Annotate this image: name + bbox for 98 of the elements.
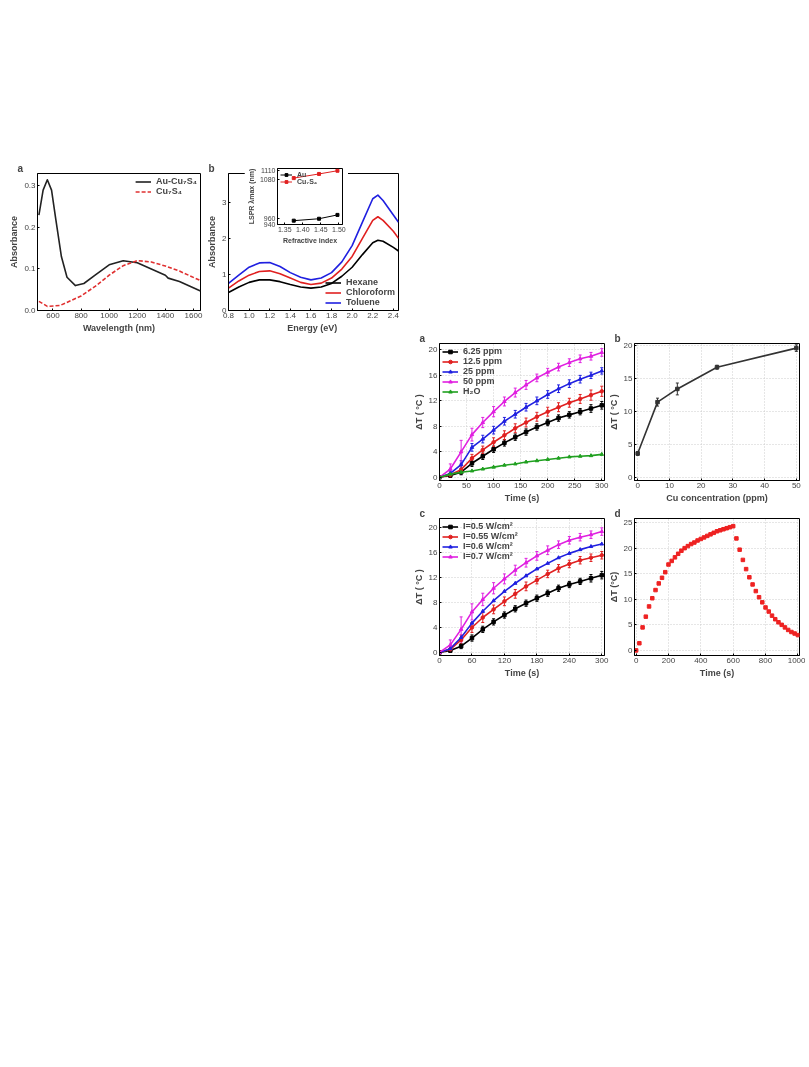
y-tick-label: 12	[428, 396, 439, 406]
text: b	[614, 332, 621, 344]
y-tick-label: 1	[222, 269, 228, 279]
y-tick-label: 20	[428, 345, 439, 355]
legend-label: Hexane	[346, 277, 379, 287]
y-axis-title: ΔT (°C)	[608, 571, 619, 603]
x-tick-label: 0	[635, 480, 641, 490]
x-tick-label: 40	[760, 480, 770, 490]
y-tick-label: 4	[433, 622, 439, 632]
x-axis-title: Time (s)	[504, 492, 540, 503]
x-tick-label: 240	[562, 655, 577, 665]
x-tick-label: 250	[568, 480, 582, 490]
legend-label: 25 ppm	[463, 366, 495, 376]
legend-label: Toluene	[346, 297, 380, 307]
legend-label: H₂O	[463, 386, 482, 396]
legend-label: Chloroform	[346, 287, 395, 297]
legend-label: I=0.55 W/cm²	[463, 531, 518, 541]
x-tick-label: 1000	[100, 310, 119, 320]
x-tick-label: 1600	[184, 310, 203, 320]
x-tick-label: 10	[664, 480, 675, 490]
x-axis-title: Cu concentration (ppm)	[666, 492, 768, 503]
y-tick-label: 0	[433, 647, 439, 657]
y-tick-label: 3	[222, 197, 228, 207]
y-tick-label: 2	[222, 233, 228, 243]
legend-label: Au-Cu₇S₄	[156, 176, 197, 186]
y-tick-label: 0.1	[24, 264, 37, 274]
y-tick-label: 20	[428, 523, 439, 533]
x-tick-label: 150	[513, 480, 528, 490]
y-tick-label: 20	[623, 543, 634, 553]
legend-label: 12.5 ppm	[463, 356, 503, 366]
x-tick-label: 2.0	[346, 310, 359, 320]
y-tick-label: 20	[623, 340, 634, 350]
y-tick-label: 16	[428, 548, 439, 558]
x-tick-label: 1.6	[305, 310, 318, 320]
y-tick-label: 15	[623, 569, 634, 579]
text: a	[17, 162, 24, 174]
text: b	[208, 162, 215, 174]
x-tick-label: 50	[791, 480, 802, 490]
x-tick-label: 60	[467, 655, 477, 665]
y-tick-label: 10	[623, 594, 634, 604]
x-tick-label: 30	[728, 480, 738, 490]
y-tick-label: 12	[428, 573, 439, 583]
x-axis-title: Energy (eV)	[287, 322, 338, 333]
y-tick-label: 0.3	[24, 181, 37, 191]
legend-label: Cu₇S₄	[156, 186, 182, 196]
x-tick-label: 1.4	[284, 310, 297, 320]
y-tick-label: 0	[628, 645, 634, 655]
y-tick-label: 10	[623, 406, 634, 416]
x-tick-label: 20	[696, 480, 707, 490]
x-tick-label: 100	[486, 480, 501, 490]
x-tick-label: 1.0	[243, 310, 256, 320]
y-tick-label: 5	[628, 439, 634, 449]
y-tick-label: 25	[623, 518, 634, 528]
y-tick-label: 8	[433, 421, 439, 431]
x-axis-title: Wavelength (nm)	[82, 322, 156, 333]
x-tick-label: 200	[661, 655, 676, 665]
x-tick-label: 1.8	[325, 310, 338, 320]
legend-label: 6.25 ppm	[463, 346, 503, 356]
y-tick-label: 16	[428, 370, 439, 380]
legend-label: I=0.5 W/cm²	[463, 521, 513, 531]
x-tick-label: 200	[541, 480, 555, 490]
x-tick-label: 300	[595, 480, 610, 490]
x-tick-label: 1200	[128, 310, 147, 320]
y-tick-label: 5	[628, 620, 634, 630]
y-tick-label: 0.2	[24, 222, 37, 232]
y-tick-label: 0	[433, 472, 439, 482]
x-tick-label: 1.2	[264, 310, 276, 320]
x-axis-title: Time (s)	[699, 667, 735, 678]
y-tick-label: 8	[433, 598, 439, 608]
legend-label: 50 ppm	[463, 376, 495, 386]
x-tick-label: 400	[694, 655, 709, 665]
y-tick-label: 0.0	[24, 306, 37, 315]
y-axis-title: Absorbance	[207, 215, 218, 269]
x-tick-label: 1400	[156, 310, 175, 320]
legend-label: I=0.7 W/cm²	[463, 551, 513, 561]
x-tick-label: 600	[46, 310, 61, 320]
text: a	[419, 332, 426, 344]
text: c	[419, 507, 426, 519]
y-axis-title: ΔT ( °C )	[413, 569, 424, 605]
y-tick-label: 0	[628, 472, 634, 482]
legend-label: I=0.6 W/cm²	[463, 541, 513, 551]
x-tick-label: 2.4	[387, 310, 400, 320]
y-axis-title: ΔT ( °C )	[413, 394, 424, 430]
y-axis-title: ΔT ( °C )	[608, 394, 619, 430]
x-tick-label: 2.2	[367, 310, 379, 320]
y-tick-label: 4	[433, 447, 439, 457]
y-axis-title: Absorbance	[9, 215, 20, 269]
x-axis-title: Time (s)	[504, 667, 540, 678]
x-tick-label: 800	[758, 655, 773, 665]
x-tick-label: 800	[74, 310, 89, 320]
x-tick-label: 1000	[787, 655, 807, 665]
y-tick-label: 15	[623, 373, 634, 383]
x-tick-label: 180	[530, 655, 545, 665]
x-tick-label: 50	[462, 480, 472, 490]
x-tick-label: 600	[726, 655, 741, 665]
x-tick-label: 120	[497, 655, 512, 665]
x-tick-label: 300	[595, 655, 610, 665]
text: d	[614, 507, 621, 519]
